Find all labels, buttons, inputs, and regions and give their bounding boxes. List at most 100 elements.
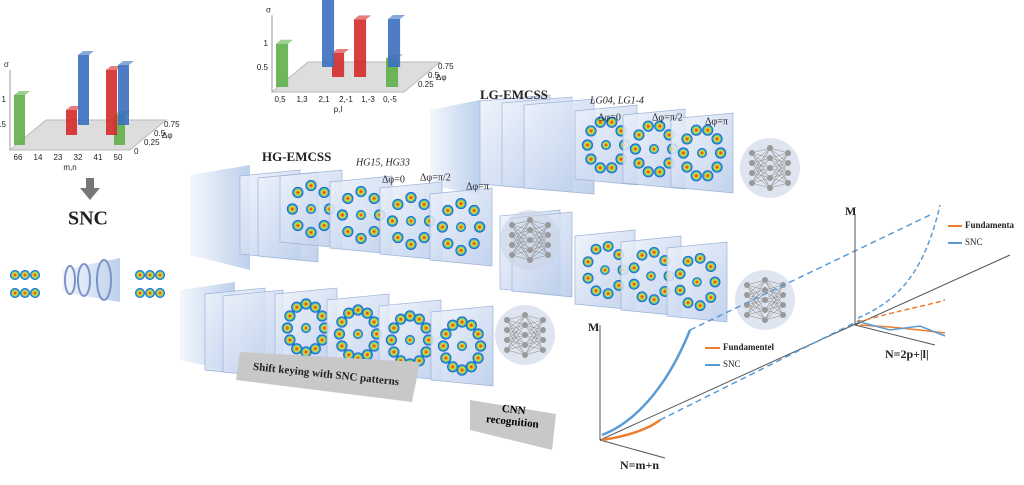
- pattern-spot: [654, 120, 666, 132]
- x-tick-label: 14: [34, 153, 43, 162]
- pattern-spot: [636, 249, 648, 261]
- pattern-spot: [465, 361, 477, 373]
- pattern-spot: [472, 352, 484, 364]
- pattern-spot: [447, 361, 459, 373]
- net-edge: [529, 234, 549, 261]
- net-edge: [529, 224, 549, 261]
- net-node: [749, 160, 755, 166]
- pattern-spot: [600, 265, 610, 275]
- lens: [77, 263, 91, 297]
- pattern-spot: [681, 133, 693, 145]
- pattern-spot: [455, 244, 467, 256]
- net-edge: [769, 152, 789, 169]
- snc-curve: [857, 204, 941, 319]
- pattern-spot: [690, 124, 702, 136]
- pattern-spot: [305, 180, 317, 192]
- pattern-spot: [705, 292, 717, 303]
- net-edge: [751, 147, 771, 164]
- bar-top: [14, 91, 30, 95]
- net-node: [540, 337, 546, 343]
- pattern-spot: [702, 124, 714, 136]
- snc-label: SNC: [68, 208, 108, 230]
- pattern-spot: [606, 116, 618, 128]
- pattern-spot: [649, 144, 659, 154]
- depth-tick-label: 0.25: [144, 138, 160, 147]
- net-node: [785, 160, 791, 166]
- net-edge: [524, 314, 544, 321]
- net-edge: [511, 254, 531, 261]
- net-edge: [511, 219, 531, 256]
- pattern-spot: [646, 271, 656, 281]
- net-edge: [524, 319, 544, 346]
- pattern-spot: [342, 225, 354, 238]
- pattern-spot: [355, 232, 367, 244]
- bar: [106, 70, 117, 135]
- arrow: [86, 178, 94, 188]
- hg-phase: Δφ=π: [466, 181, 489, 192]
- net-edge: [751, 167, 771, 184]
- x-tick-label: 1,3: [296, 95, 308, 104]
- bar-top: [78, 51, 94, 55]
- pattern-spot: [286, 203, 298, 215]
- net-edge: [746, 279, 766, 306]
- depth-axis-label: Δφ: [436, 73, 447, 82]
- pattern-spot: [633, 129, 645, 141]
- pattern-spot: [420, 322, 432, 334]
- front-y-label: M: [588, 320, 599, 334]
- net-edge: [751, 157, 771, 184]
- pattern-spot: [385, 334, 397, 346]
- pattern-spot: [309, 301, 321, 313]
- x-tick-label: 0,-5: [383, 95, 397, 104]
- net-node: [744, 312, 750, 318]
- net-node: [744, 282, 750, 288]
- net-node: [509, 242, 515, 248]
- banner: [236, 352, 420, 402]
- pattern-spot: [336, 316, 348, 328]
- pattern-spot: [582, 272, 594, 284]
- pattern-spot: [654, 166, 666, 178]
- pattern-spot: [601, 140, 611, 150]
- pattern-spot: [368, 225, 380, 238]
- pattern-spot: [405, 238, 417, 250]
- pattern-spot: [705, 261, 717, 272]
- bar: [78, 55, 89, 125]
- pattern-spot: [648, 246, 660, 258]
- bar-top: [354, 15, 372, 20]
- net-node: [767, 185, 773, 191]
- pattern-spot: [336, 340, 348, 352]
- net-edge: [529, 224, 549, 231]
- pattern-spot: [636, 291, 648, 303]
- depth-tick-label: 0.75: [438, 62, 454, 71]
- net-node: [509, 232, 515, 238]
- bar-top: [332, 49, 350, 53]
- pattern-spot: [155, 288, 165, 298]
- net-edge: [506, 349, 526, 356]
- snc-curve: [859, 321, 946, 337]
- pattern-spot: [135, 270, 145, 280]
- net-node: [540, 317, 546, 323]
- fund-curve: [857, 299, 946, 323]
- pattern-spot: [301, 323, 311, 333]
- x-tick-label: 2,1: [318, 95, 330, 104]
- pattern-spot: [292, 186, 304, 199]
- x-tick-label: 66: [14, 153, 23, 162]
- back-x-label: N=2p+|l|: [885, 347, 929, 361]
- cnn-label: CNN recognition: [485, 404, 540, 431]
- net-edge: [506, 314, 526, 331]
- pattern-spot: [602, 288, 614, 300]
- pattern-spot: [436, 221, 448, 233]
- x-axis-label: m,n: [63, 163, 76, 172]
- bar: [276, 43, 289, 87]
- pattern-spot: [447, 319, 459, 331]
- pattern-spot: [318, 219, 330, 232]
- net-edge: [751, 147, 771, 154]
- pattern-spot: [413, 313, 425, 325]
- pattern-spot: [395, 313, 407, 325]
- net-node: [527, 247, 533, 253]
- x-tick-label: 23: [54, 153, 63, 162]
- x-axis-label: p,l: [334, 105, 343, 114]
- pattern-spot: [356, 210, 366, 220]
- pattern-spot: [305, 226, 317, 238]
- net-edge: [751, 182, 771, 189]
- pattern-spot: [292, 219, 304, 232]
